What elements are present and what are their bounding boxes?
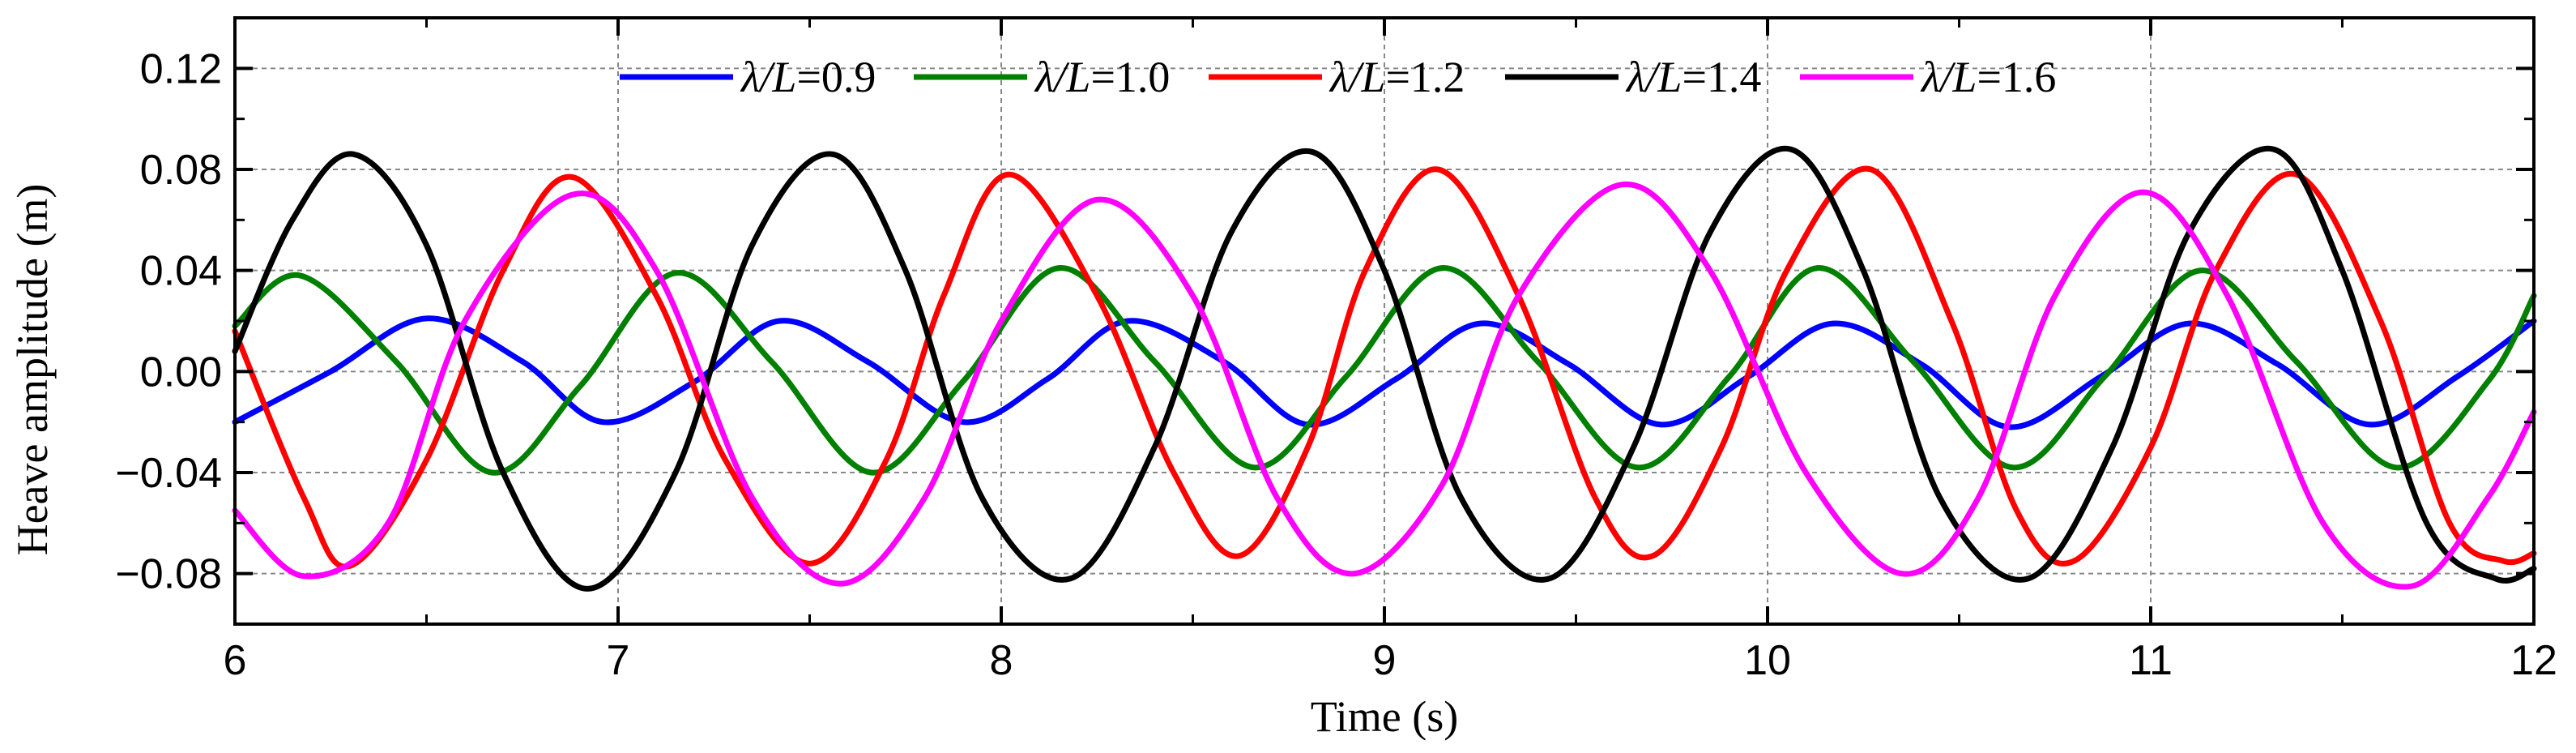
y-axis-title: Heave amplitude (m)	[8, 184, 57, 556]
y-tick-label: −0.04	[115, 450, 222, 497]
y-tick-label: 0.08	[140, 147, 222, 194]
legend-label-1: λ/L=0.9	[740, 53, 876, 101]
y-tick-label: −0.08	[115, 551, 222, 598]
x-tick-label: 9	[1373, 637, 1397, 684]
x-tick-label: 8	[990, 637, 1013, 684]
x-tick-label: 7	[607, 637, 630, 684]
series-line-5	[232, 181, 2537, 590]
x-axis-title: Time (s)	[1311, 692, 1459, 741]
y-tick-label: 0.04	[140, 248, 222, 295]
legend-label-3: λ/L=1.2	[1329, 53, 1465, 101]
legend: λ/L=0.9 λ/L=1.0 λ/L=1.2 λ/L=1.4 λ/L=1.6	[620, 53, 2056, 101]
series-line-1	[232, 315, 2537, 430]
x-tick-label: 10	[1744, 637, 1791, 684]
grid	[235, 18, 2534, 624]
legend-label-5: λ/L=1.6	[1920, 53, 2056, 101]
x-tick-label: 11	[2129, 637, 2173, 684]
y-tick-label: 0.00	[140, 349, 222, 396]
series-line-4	[232, 145, 2537, 592]
x-tick-label: 12	[2510, 637, 2557, 684]
x-tick-label: 6	[224, 637, 247, 684]
series-lines	[232, 145, 2537, 592]
legend-label-2: λ/L=1.0	[1034, 53, 1170, 101]
legend-label-4: λ/L=1.4	[1625, 53, 1761, 101]
axis-ticks: 6 7 8 9 10 11 12 −0.08 −0.04 0.00 0.04 0.08 0.12	[115, 18, 2557, 684]
series-line-3	[232, 165, 2537, 570]
series-line-2	[232, 265, 2537, 476]
y-tick-label: 0.12	[140, 45, 222, 92]
